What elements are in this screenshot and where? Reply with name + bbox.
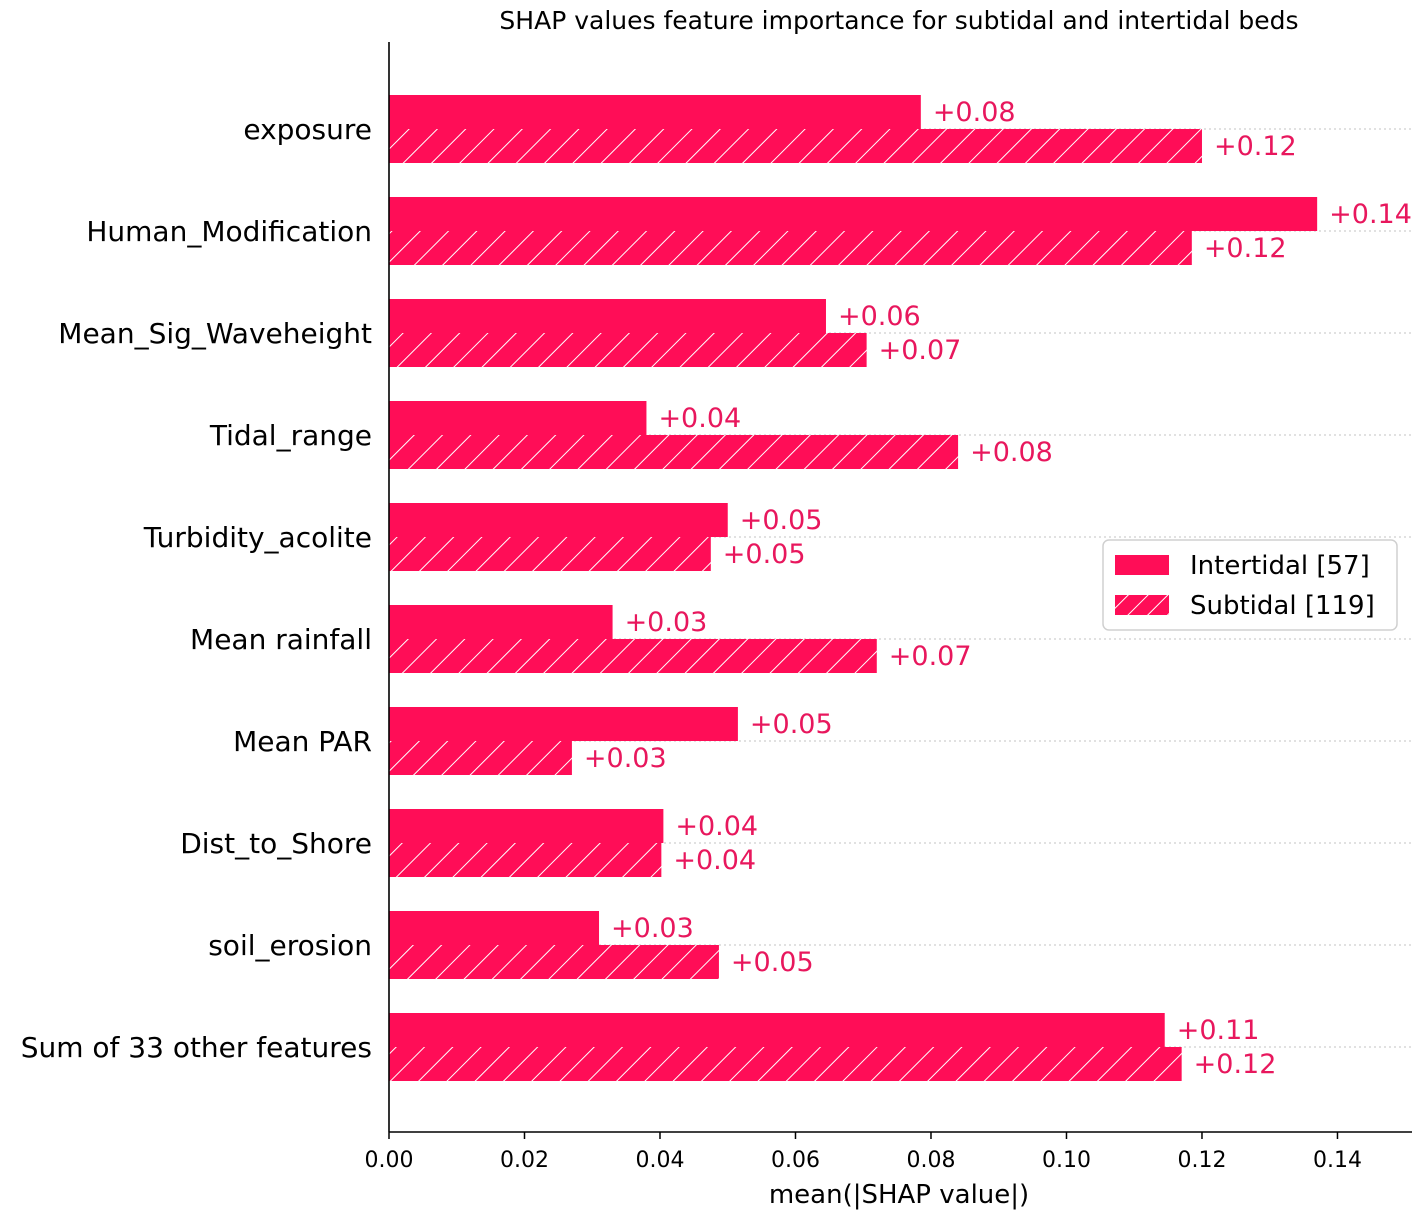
- x-axis-ticks: 0.00 0.02 0.04 0.06 0.08 0.10 0.12 0.14: [365, 1132, 1362, 1173]
- x-axis-label: mean(|SHAP value|): [769, 1180, 1029, 1210]
- bar-subtidal: [389, 537, 711, 571]
- value-label-intertidal: +0.03: [625, 607, 708, 638]
- value-label-intertidal: +0.08: [933, 97, 1016, 128]
- bar-subtidal: [389, 231, 1192, 265]
- category-label: Dist_to_Shore: [180, 827, 372, 860]
- bar-subtidal: [389, 741, 572, 775]
- bar-intertidal: [389, 95, 921, 129]
- value-labels: +0.08+0.12+0.14+0.12+0.06+0.07+0.04+0.08…: [584, 97, 1412, 1080]
- bars: [389, 95, 1318, 1081]
- x-tick-label: 0.06: [771, 1148, 820, 1173]
- bar-intertidal: [389, 809, 664, 843]
- value-label-intertidal: +0.04: [675, 811, 758, 842]
- bar-subtidal: [389, 945, 719, 979]
- category-label: exposure: [243, 113, 372, 146]
- bar-intertidal: [389, 605, 613, 639]
- x-tick-label: 0.08: [906, 1148, 955, 1173]
- category-label: Human_Modification: [86, 215, 372, 248]
- category-label: Mean PAR: [233, 725, 372, 758]
- value-label-subtidal: +0.04: [673, 845, 756, 876]
- bar-intertidal: [389, 299, 826, 333]
- legend-swatch-subtidal: [1115, 595, 1169, 615]
- value-label-subtidal: +0.07: [889, 641, 972, 672]
- bar-intertidal: [389, 707, 738, 741]
- value-label-intertidal: +0.05: [740, 505, 823, 536]
- category-label: Sum of 33 other features: [21, 1031, 372, 1064]
- category-label: Tidal_range: [209, 419, 372, 452]
- category-label: Turbidity_acolite: [143, 521, 372, 554]
- value-label-intertidal: +0.11: [1177, 1015, 1260, 1046]
- value-label-subtidal: +0.05: [723, 539, 806, 570]
- bar-intertidal: [389, 503, 728, 537]
- value-label-subtidal: +0.05: [731, 947, 814, 978]
- x-tick-label: 0.00: [365, 1148, 414, 1173]
- value-label-subtidal: +0.12: [1204, 233, 1287, 264]
- category-label: Mean_Sig_Waveheight: [58, 317, 372, 350]
- bar-subtidal: [389, 843, 662, 877]
- bar-intertidal: [389, 1013, 1165, 1047]
- value-label-intertidal: +0.06: [838, 301, 921, 332]
- bar-subtidal: [389, 435, 959, 469]
- category-label: soil_erosion: [208, 929, 372, 962]
- value-label-intertidal: +0.05: [750, 709, 833, 740]
- value-label-subtidal: +0.12: [1214, 131, 1297, 162]
- chart-title: SHAP values feature importance for subti…: [499, 6, 1298, 35]
- legend-swatch-intertidal: [1115, 555, 1169, 575]
- bar-subtidal: [389, 1047, 1182, 1081]
- value-label-intertidal: +0.04: [658, 403, 741, 434]
- category-labels: exposure Human_Modification Mean_Sig_Waveh…: [21, 113, 372, 1064]
- legend: Intertidal [57] Subtidal [119]: [1102, 539, 1398, 631]
- bar-subtidal: [389, 639, 877, 673]
- bar-intertidal: [389, 911, 600, 945]
- value-label-subtidal: +0.03: [584, 743, 667, 774]
- x-tick-label: 0.04: [636, 1148, 685, 1173]
- bar-intertidal: [389, 197, 1318, 231]
- bar-subtidal: [389, 333, 867, 367]
- x-tick-label: 0.10: [1042, 1148, 1091, 1173]
- legend-label-subtidal: Subtidal [119]: [1190, 591, 1375, 621]
- legend-box: [1102, 539, 1398, 631]
- x-tick-label: 0.12: [1177, 1148, 1226, 1173]
- x-tick-label: 0.14: [1313, 1148, 1362, 1173]
- value-label-subtidal: +0.12: [1194, 1049, 1277, 1080]
- category-label: Mean rainfall: [190, 623, 372, 656]
- legend-label-intertidal: Intertidal [57]: [1190, 551, 1370, 581]
- value-label-intertidal: +0.14: [1329, 199, 1412, 230]
- bar-subtidal: [389, 129, 1202, 163]
- value-label-subtidal: +0.08: [970, 437, 1053, 468]
- value-label-intertidal: +0.03: [611, 913, 694, 944]
- x-tick-label: 0.02: [500, 1148, 549, 1173]
- bar-intertidal: [389, 401, 647, 435]
- value-label-subtidal: +0.07: [879, 335, 962, 366]
